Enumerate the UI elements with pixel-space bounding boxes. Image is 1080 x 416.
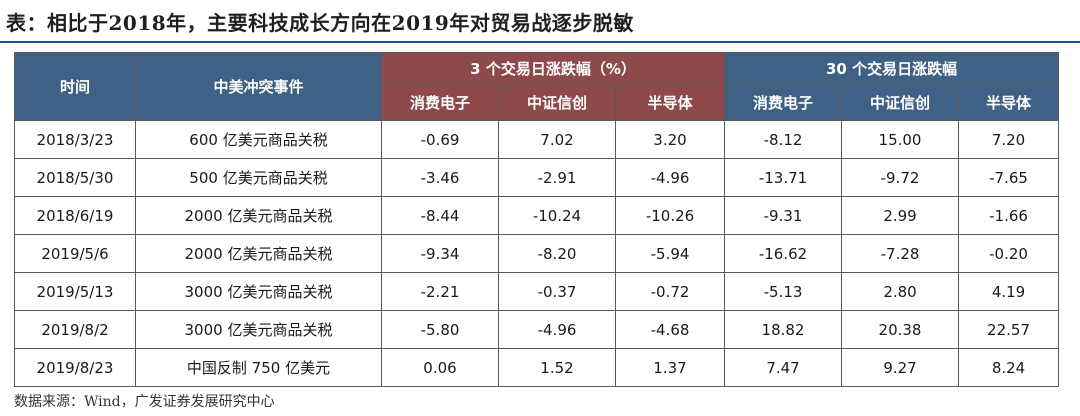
cell-event: 2000 亿美元商品关税 <box>135 234 382 273</box>
cell-value: -0.69 <box>381 120 499 159</box>
cell-value: -16.62 <box>724 234 843 273</box>
subheader-30day-consumer-electronics: 消费电子 <box>724 84 843 121</box>
cell-value: -7.65 <box>958 158 1060 197</box>
cell-value: 4.19 <box>958 272 1060 311</box>
cell-date: 2019/5/6 <box>14 234 136 273</box>
cell-value: -5.80 <box>381 310 499 349</box>
cell-value: 9.27 <box>841 348 960 387</box>
table-title: 表：相比于2018年，主要科技成长方向在2019年对贸易战逐步脱敏 <box>6 11 634 35</box>
cell-value: -0.72 <box>614 272 726 311</box>
cell-value: 0.06 <box>381 348 499 387</box>
table-row: 2018/6/19 2000 亿美元商品关税 -8.44 -10.24 -10.26 -9… <box>14 196 1060 235</box>
cell-value: 20.38 <box>841 310 960 349</box>
subheader-30day-semiconductor: 半导体 <box>958 84 1060 121</box>
cell-value: 7.20 <box>958 120 1060 159</box>
cell-value: 15.00 <box>841 120 960 159</box>
cell-date: 2019/5/13 <box>14 272 136 311</box>
cell-value: -10.24 <box>498 196 616 235</box>
cell-value: -9.34 <box>381 234 499 273</box>
cell-date: 2018/6/19 <box>14 196 136 235</box>
cell-value: -8.44 <box>381 196 499 235</box>
cell-value: -0.37 <box>498 272 616 311</box>
cell-value: -0.20 <box>958 234 1060 273</box>
cell-value: 7.02 <box>498 120 616 159</box>
cell-value: -1.66 <box>958 196 1060 235</box>
cell-value: 22.57 <box>958 310 1060 349</box>
cell-event: 2000 亿美元商品关税 <box>135 196 382 235</box>
header-time: 时间 <box>14 52 136 121</box>
cell-value: -8.12 <box>724 120 843 159</box>
subheader-3day-consumer-electronics: 消费电子 <box>381 84 499 121</box>
cell-event: 3000 亿美元商品关税 <box>135 272 382 311</box>
cell-value: -3.46 <box>381 158 499 197</box>
cell-value: -10.26 <box>614 196 726 235</box>
cell-value: -9.72 <box>841 158 960 197</box>
cell-value: 7.47 <box>724 348 843 387</box>
subheader-30day-xinchuang: 中证信创 <box>841 84 960 121</box>
cell-value: 1.37 <box>614 348 726 387</box>
cell-value: 2.99 <box>841 196 960 235</box>
cell-event: 500 亿美元商品关税 <box>135 158 382 197</box>
title-divider <box>0 41 1080 43</box>
cell-date: 2018/3/23 <box>14 120 136 159</box>
table-row: 2018/5/30 500 亿美元商品关税 -3.46 -2.91 -4.96 -13.7… <box>14 158 1060 197</box>
cell-event: 600 亿美元商品关税 <box>135 120 382 159</box>
header-event: 中美冲突事件 <box>135 52 382 121</box>
cell-date: 2019/8/23 <box>14 348 136 387</box>
cell-value: -13.71 <box>724 158 843 197</box>
table-row: 2018/3/23 600 亿美元商品关税 -0.69 7.02 3.20 -8.12 15… <box>14 120 1060 159</box>
subheader-3day-xinchuang: 中证信创 <box>498 84 616 121</box>
cell-value: 3.20 <box>614 120 726 159</box>
cell-value: -7.28 <box>841 234 960 273</box>
cell-value: -4.68 <box>614 310 726 349</box>
source-note: 数据来源：Wind，广发证券发展研究中心 <box>14 394 275 410</box>
cell-value: -4.96 <box>498 310 616 349</box>
table-row: 2019/5/13 3000 亿美元商品关税 -2.21 -0.37 -0.72 -5.1… <box>14 272 1060 311</box>
cell-event: 中国反制 750 亿美元 <box>135 348 382 387</box>
cell-value: -8.20 <box>498 234 616 273</box>
cell-value: 8.24 <box>958 348 1060 387</box>
cell-value: 1.52 <box>498 348 616 387</box>
cell-date: 2019/8/2 <box>14 310 136 349</box>
cell-value: -5.13 <box>724 272 843 311</box>
cell-event: 3000 亿美元商品关税 <box>135 310 382 349</box>
subheader-3day-semiconductor: 半导体 <box>614 84 726 121</box>
data-table: 时间 中美冲突事件 3 个交易日涨跌幅（%） 30 个交易日涨跌幅 消费电子 中… <box>14 52 1060 387</box>
table-body: 2018/3/23 600 亿美元商品关税 -0.69 7.02 3.20 -8.12 15… <box>14 120 1060 387</box>
header-group-3day: 3 个交易日涨跌幅（%） <box>380 52 726 85</box>
cell-date: 2018/5/30 <box>14 158 136 197</box>
cell-value: -4.96 <box>614 158 726 197</box>
table-row: 2019/8/23 中国反制 750 亿美元 0.06 1.52 1.37 7.47 9.2… <box>14 348 1060 387</box>
cell-value: -2.21 <box>381 272 499 311</box>
cell-value: -2.91 <box>498 158 616 197</box>
cell-value: 18.82 <box>724 310 843 349</box>
table-row: 2019/5/6 2000 亿美元商品关税 -9.34 -8.20 -5.94 -16.6… <box>14 234 1060 273</box>
table-row: 2019/8/2 3000 亿美元商品关税 -5.80 -4.96 -4.68 18.82… <box>14 310 1060 349</box>
header-group-30day: 30 个交易日涨跌幅 <box>724 52 1060 85</box>
cell-value: -5.94 <box>614 234 726 273</box>
cell-value: -9.31 <box>724 196 843 235</box>
cell-value: 2.80 <box>841 272 960 311</box>
